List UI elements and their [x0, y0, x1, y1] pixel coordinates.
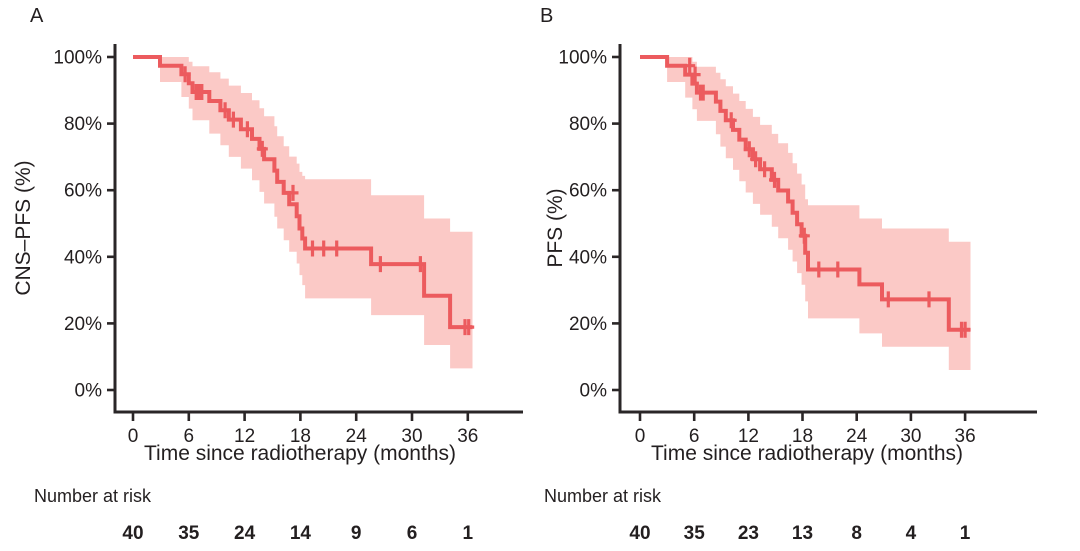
- number-at-risk-value-a: 1: [463, 523, 474, 544]
- x-tick-label-a: 30: [401, 426, 422, 447]
- x-tick-label-a: 0: [128, 426, 139, 447]
- x-tick-label-a: 12: [234, 426, 255, 447]
- number-at-risk-value-a: 6: [407, 523, 418, 544]
- panel-a-x-axis-title: Time since radiotherapy (months): [143, 442, 456, 465]
- panel-a-y-axis-title: CNS–PFS (%): [12, 160, 35, 296]
- y-tick-label-a: 60%: [64, 181, 102, 202]
- number-at-risk-value-b: 35: [684, 523, 706, 544]
- panel-b: 100% 80% 60% 40% 20% 0% 0 6 12 18 24 30 36 40 35 23 13 8 4…: [558, 44, 1037, 544]
- x-tick-label-b: 24: [846, 426, 868, 447]
- x-tick-label-b: 6: [689, 426, 700, 447]
- number-at-risk-value-a: 9: [351, 523, 362, 544]
- x-tick-label-a: 36: [457, 426, 478, 447]
- number-at-risk-value-b: 4: [906, 523, 917, 544]
- number-at-risk-value-b: 8: [851, 523, 862, 544]
- panel-b-y-axis-title: PFS (%): [544, 188, 567, 268]
- number-at-risk-value-a: 40: [122, 523, 143, 544]
- panel-a: 100% 80% 60% 40% 20% 0% 0 6 12 18 24 30 36 40 35 24 14 9 6…: [53, 44, 523, 544]
- number-at-risk-value-a: 24: [234, 523, 256, 544]
- panel-a-label: A: [30, 5, 44, 27]
- y-tick-label-a: 20%: [64, 314, 102, 335]
- panel-b-number-at-risk-label: Number at risk: [544, 486, 662, 506]
- y-tick-label-b: 60%: [569, 181, 607, 202]
- panel-b-label: B: [540, 5, 554, 27]
- y-tick-label-b: 40%: [569, 247, 607, 268]
- x-tick-label-b: 18: [792, 426, 813, 447]
- panel-b-x-axis-title: Time since radiotherapy (months): [650, 442, 963, 465]
- censor-marks-a: [179, 66, 475, 336]
- y-tick-label-a: 80%: [64, 114, 102, 135]
- number-at-risk-value-a: 14: [290, 523, 312, 544]
- number-at-risk-value-b: 13: [792, 523, 813, 544]
- censor-marks-b: [684, 57, 971, 338]
- panel-a-number-at-risk-label: Number at risk: [34, 486, 152, 506]
- ci-band-b: [667, 57, 971, 370]
- x-tick-label-a: 18: [290, 426, 311, 447]
- y-tick-label-a: 40%: [64, 247, 102, 268]
- y-tick-label-a: 0%: [75, 381, 103, 402]
- x-tick-label-b: 36: [955, 426, 976, 447]
- y-tick-label-a: 100%: [53, 48, 102, 69]
- number-at-risk-value-b: 40: [629, 523, 650, 544]
- km-curve-a: [133, 55, 473, 330]
- y-tick-label-b: 100%: [558, 48, 607, 69]
- y-tick-label-b: 20%: [569, 314, 607, 335]
- number-at-risk-value-a: 35: [178, 523, 200, 544]
- x-tick-label-b: 30: [900, 426, 921, 447]
- x-tick-label-b: 0: [635, 426, 646, 447]
- x-tick-label-b: 12: [738, 426, 759, 447]
- y-tick-label-b: 0%: [580, 381, 608, 402]
- ci-band-a: [160, 57, 473, 369]
- x-tick-label-a: 24: [346, 426, 368, 447]
- y-tick-label-b: 80%: [569, 114, 607, 135]
- number-at-risk-value-b: 23: [738, 523, 759, 544]
- number-at-risk-value-b: 1: [960, 523, 971, 544]
- x-tick-label-a: 6: [184, 426, 195, 447]
